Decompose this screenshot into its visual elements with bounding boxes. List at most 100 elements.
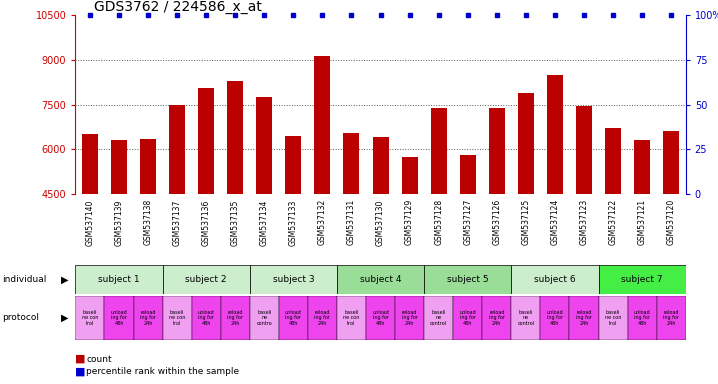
Text: baseli
ne con
trol: baseli ne con trol <box>343 310 360 326</box>
Bar <box>599 296 628 340</box>
Bar <box>220 296 250 340</box>
Text: baseli
ne con
trol: baseli ne con trol <box>82 310 98 326</box>
Text: GSM537123: GSM537123 <box>579 199 589 245</box>
Text: ▶: ▶ <box>61 313 68 323</box>
Text: GSM537136: GSM537136 <box>202 199 210 246</box>
Text: reload
ing for
24h: reload ing for 24h <box>314 310 330 326</box>
Text: count: count <box>86 354 112 364</box>
Text: GSM537122: GSM537122 <box>609 199 617 245</box>
Text: baseli
ne
control: baseli ne control <box>430 310 447 326</box>
Text: unload
ing for
48h: unload ing for 48h <box>197 310 215 326</box>
Bar <box>285 136 302 194</box>
Bar <box>569 296 599 340</box>
Text: protocol: protocol <box>2 313 39 323</box>
Text: GSM537124: GSM537124 <box>551 199 559 245</box>
Text: subject 5: subject 5 <box>447 275 488 284</box>
Text: reload
ing for
24h: reload ing for 24h <box>489 310 505 326</box>
Text: ▶: ▶ <box>61 275 68 285</box>
Bar <box>279 296 308 340</box>
Text: subject 1: subject 1 <box>98 275 140 284</box>
Text: baseli
ne con
trol: baseli ne con trol <box>169 310 185 326</box>
Bar <box>343 133 360 194</box>
Bar <box>169 105 185 194</box>
Text: reload
ing for
24h: reload ing for 24h <box>227 310 243 326</box>
Bar <box>337 296 366 340</box>
Bar <box>482 296 511 340</box>
Text: GSM537131: GSM537131 <box>347 199 356 245</box>
Text: unload
ing for
48h: unload ing for 48h <box>460 310 476 326</box>
Bar <box>663 131 679 194</box>
Bar <box>198 88 214 194</box>
Text: subject 2: subject 2 <box>185 275 227 284</box>
Text: GSM537120: GSM537120 <box>666 199 676 245</box>
Bar <box>401 157 418 194</box>
Text: ■: ■ <box>75 366 86 376</box>
Bar <box>511 265 599 294</box>
Text: GSM537128: GSM537128 <box>434 199 443 245</box>
Text: reload
ing for
24h: reload ing for 24h <box>140 310 156 326</box>
Text: baseli
ne
control: baseli ne control <box>517 310 534 326</box>
Bar <box>111 141 127 194</box>
Text: reload
ing for
24h: reload ing for 24h <box>663 310 679 326</box>
Bar <box>162 296 192 340</box>
Text: GDS3762 / 224586_x_at: GDS3762 / 224586_x_at <box>93 0 261 14</box>
Text: GSM537126: GSM537126 <box>493 199 501 245</box>
Bar <box>250 265 337 294</box>
Bar <box>453 296 482 340</box>
Bar <box>547 75 563 194</box>
Bar <box>134 296 162 340</box>
Bar <box>511 296 541 340</box>
Bar <box>599 265 686 294</box>
Text: GSM537121: GSM537121 <box>638 199 647 245</box>
Text: subject 3: subject 3 <box>273 275 314 284</box>
Bar <box>140 139 156 194</box>
Bar <box>605 129 621 194</box>
Text: GSM537125: GSM537125 <box>521 199 531 245</box>
Text: individual: individual <box>2 275 47 284</box>
Text: reload
ing for
24h: reload ing for 24h <box>401 310 418 326</box>
Bar <box>431 108 447 194</box>
Bar <box>424 296 453 340</box>
Text: subject 6: subject 6 <box>534 275 576 284</box>
Bar <box>82 134 98 194</box>
Text: reload
ing for
24h: reload ing for 24h <box>576 310 592 326</box>
Text: unload
ing for
48h: unload ing for 48h <box>372 310 389 326</box>
Text: ■: ■ <box>75 354 86 364</box>
Text: unload
ing for
48h: unload ing for 48h <box>285 310 302 326</box>
Bar <box>634 141 650 194</box>
Bar <box>75 265 162 294</box>
Text: GSM537127: GSM537127 <box>463 199 472 245</box>
Bar <box>104 296 134 340</box>
Text: GSM537138: GSM537138 <box>144 199 152 245</box>
Bar <box>395 296 424 340</box>
Bar <box>308 296 337 340</box>
Text: GSM537132: GSM537132 <box>318 199 327 245</box>
Text: baseli
ne con
trol: baseli ne con trol <box>605 310 621 326</box>
Bar <box>75 296 104 340</box>
Bar <box>657 296 686 340</box>
Text: unload
ing for
48h: unload ing for 48h <box>634 310 651 326</box>
Bar <box>576 106 592 194</box>
Text: percentile rank within the sample: percentile rank within the sample <box>86 367 239 376</box>
Bar <box>424 265 511 294</box>
Bar <box>628 296 657 340</box>
Text: unload
ing for
48h: unload ing for 48h <box>546 310 564 326</box>
Bar <box>256 97 272 194</box>
Text: baseli
ne
contro: baseli ne contro <box>256 310 272 326</box>
Bar <box>518 93 534 194</box>
Bar <box>489 108 505 194</box>
Text: subject 4: subject 4 <box>360 275 401 284</box>
Text: GSM537140: GSM537140 <box>85 199 95 246</box>
Bar <box>337 265 424 294</box>
Bar <box>192 296 220 340</box>
Bar <box>314 56 330 194</box>
Bar <box>460 155 476 194</box>
Bar <box>250 296 279 340</box>
Text: GSM537130: GSM537130 <box>376 199 385 246</box>
Bar <box>366 296 395 340</box>
Text: unload
ing for
48h: unload ing for 48h <box>111 310 127 326</box>
Text: GSM537133: GSM537133 <box>289 199 298 246</box>
Bar <box>227 81 243 194</box>
Bar <box>541 296 569 340</box>
Text: GSM537137: GSM537137 <box>172 199 182 246</box>
